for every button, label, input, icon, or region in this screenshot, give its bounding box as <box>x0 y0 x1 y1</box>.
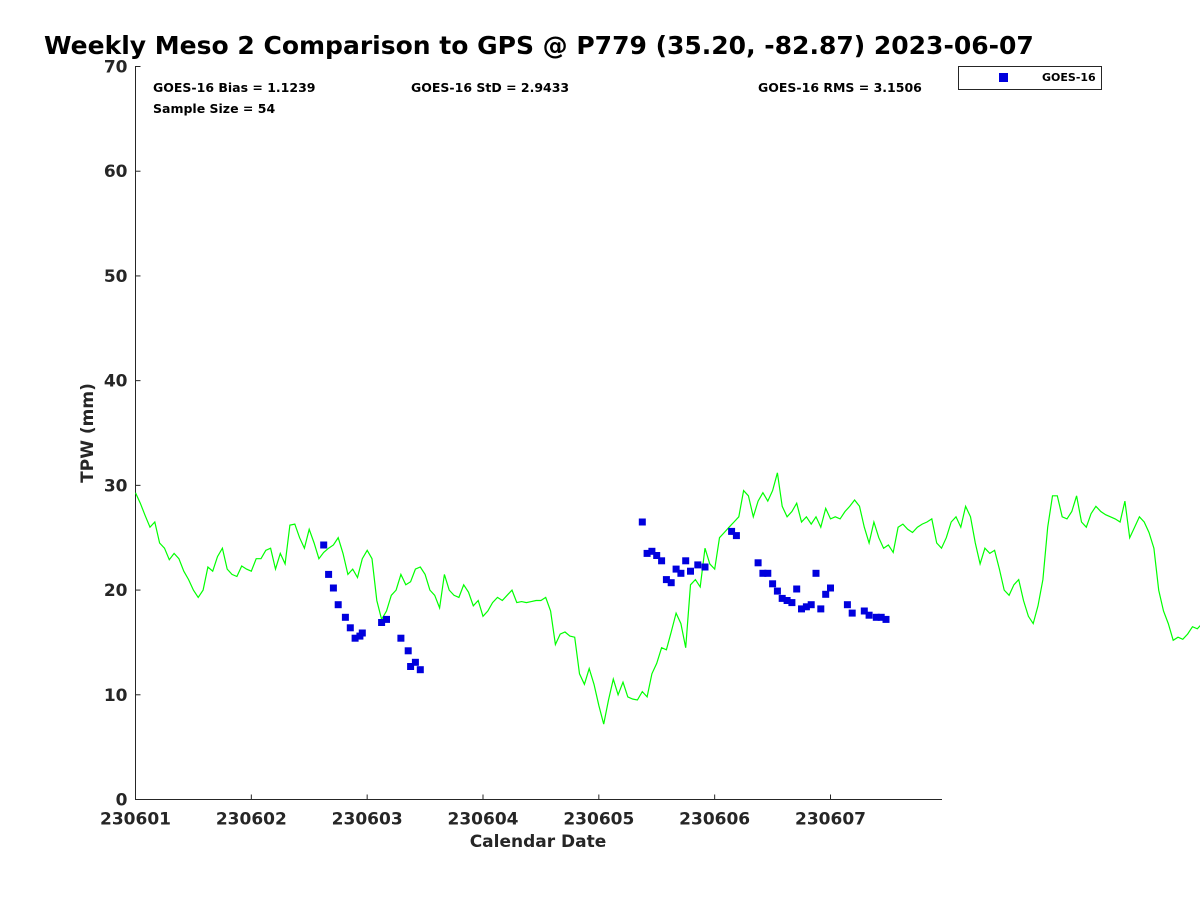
goes16-point <box>404 647 412 655</box>
goes16-point <box>783 597 791 604</box>
goes16-point <box>643 549 651 557</box>
legend-box <box>958 66 1102 90</box>
goes16-point <box>358 629 366 637</box>
goes16-point <box>822 590 830 598</box>
goes16-point <box>769 580 777 588</box>
stat-rms: GOES-16 RMS = 3.1506 <box>758 80 922 95</box>
goes16-point <box>701 563 709 571</box>
goes16-point <box>807 601 815 609</box>
goes16-point <box>667 579 675 587</box>
stat-sample-size: Sample Size = 54 <box>153 101 275 116</box>
goes16-point <box>778 594 786 602</box>
goes16-point <box>764 569 772 577</box>
goes16-point <box>346 624 354 632</box>
stat-bias: GOES-16 Bias = 1.1239 <box>153 80 315 95</box>
goes16-point <box>662 576 670 584</box>
goes16-point <box>817 605 825 613</box>
y-ticks: 0 10 20 30 40 50 60 70 <box>104 58 141 811</box>
goes16-point <box>658 557 666 565</box>
x-axis-label: Calendar Date <box>470 832 607 852</box>
series-layer <box>134 472 1200 725</box>
x-tick-label: 230607 <box>795 810 866 830</box>
goes16-point <box>812 569 820 577</box>
goes16-point <box>397 634 405 642</box>
goes16-point <box>773 587 781 595</box>
goes16-point <box>759 569 767 577</box>
y-tick-label: 50 <box>104 267 128 287</box>
goes16-point <box>788 599 796 607</box>
goes16-point <box>877 613 885 621</box>
legend-marker-goes16 <box>999 73 1008 82</box>
x-tick-label: 230606 <box>679 810 750 830</box>
chart-title: Weekly Meso 2 Comparison to GPS @ P779 (… <box>44 31 1034 60</box>
goes16-point <box>407 663 415 670</box>
goes16-point <box>411 658 419 666</box>
goes16-point <box>865 611 873 619</box>
x-tick-label: 230602 <box>216 810 287 830</box>
goes16-point <box>351 634 359 642</box>
goes16-point <box>843 601 851 609</box>
stat-std: GOES-16 StD = 2.9433 <box>411 80 569 95</box>
y-tick-label: 60 <box>104 162 128 182</box>
y-tick-label: 40 <box>104 372 128 392</box>
legend: GOES-16 <box>958 66 1102 90</box>
plot-area: 0 10 20 30 40 50 60 70 230601 230602 230603 230604… <box>100 58 1200 830</box>
goes16-point <box>687 567 694 575</box>
gps-tpw-line <box>134 472 1200 725</box>
goes16-point <box>378 619 386 626</box>
goes16-point <box>798 605 805 613</box>
goes16-point <box>694 561 702 569</box>
goes16-point <box>682 557 690 565</box>
goes16-point <box>325 570 333 578</box>
legend-label-goes16: GOES-16 <box>1042 71 1096 84</box>
goes16-point <box>827 584 834 592</box>
goes16-point <box>728 527 736 535</box>
y-axis-label: TPW (mm) <box>78 383 98 483</box>
goes16-point <box>416 666 424 674</box>
goes16-point <box>329 584 337 592</box>
x-tick-label: 230601 <box>100 810 171 830</box>
goes16-point <box>860 607 868 615</box>
goes16-point <box>653 552 661 559</box>
goes16-point <box>793 585 801 593</box>
y-tick-label: 0 <box>116 791 128 811</box>
y-tick-label: 70 <box>104 58 128 78</box>
x-ticks: 230601 230602 230603 230604 230605 230606 2306… <box>100 794 866 830</box>
goes16-point <box>802 603 810 611</box>
goes16-point <box>882 615 890 623</box>
goes16-point <box>677 569 685 577</box>
y-tick-label: 30 <box>104 476 128 496</box>
goes16-point <box>320 541 328 549</box>
y-tick-label: 20 <box>104 581 128 601</box>
goes16-point <box>334 601 342 609</box>
goes16-point <box>848 609 856 617</box>
plot-background <box>135 66 942 800</box>
goes16-point <box>638 518 646 526</box>
x-tick-label: 230604 <box>448 810 519 830</box>
goes16-point <box>383 615 390 623</box>
y-tick-label: 10 <box>104 686 128 706</box>
goes16-point <box>872 613 880 621</box>
goes16-point <box>341 613 349 621</box>
goes16-point <box>648 547 656 555</box>
goes16-point <box>754 559 762 567</box>
goes16-point <box>732 532 740 540</box>
x-tick-label: 230605 <box>563 810 634 830</box>
goes16-point <box>672 565 680 573</box>
x-tick-label: 230603 <box>332 810 403 830</box>
